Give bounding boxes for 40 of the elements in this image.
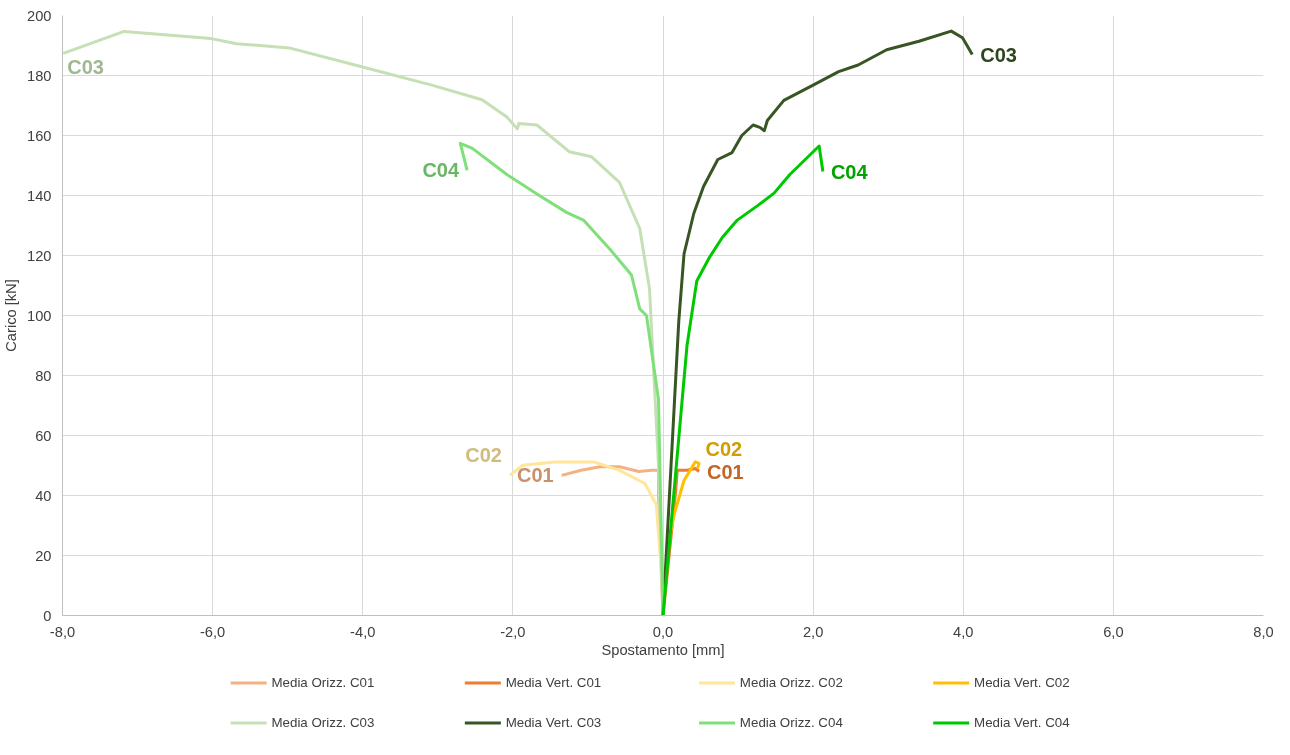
annotation: C02 (465, 444, 502, 467)
x-tick-label: 2,0 (802, 623, 824, 640)
legend-label: Media Vert. C03 (505, 715, 602, 731)
annotation: C04 (830, 160, 869, 183)
y-tick-label: 180 (27, 67, 52, 84)
x-tick-label: -4,0 (350, 623, 376, 640)
legend-label: Media Vert. C01 (505, 675, 602, 691)
y-tick-label: 120 (27, 247, 52, 264)
legend-label: Media Vert. C04 (974, 715, 1071, 731)
y-tick-label: 140 (27, 187, 52, 204)
annotation: C02 (705, 437, 743, 460)
x-tick-label: 6,0 (1103, 623, 1124, 640)
y-tick-label: 0 (43, 607, 52, 624)
legend-label: Media Orizz. C04 (739, 715, 844, 731)
x-tick-label: -8,0 (49, 623, 76, 640)
y-axis-title: Carico [kN] (3, 279, 20, 352)
y-tick-label: 200 (27, 7, 52, 24)
x-tick-label: -6,0 (200, 623, 226, 640)
annotation: C01 (516, 464, 554, 487)
annotation: C03 (67, 56, 104, 79)
x-axis-title: Spostamento [mm] (601, 641, 725, 658)
line-series (458, 141, 665, 616)
legend-label: Media Vert. C02 (974, 675, 1070, 691)
y-tick-label: 160 (27, 127, 52, 144)
annotation: C03 (980, 43, 1017, 66)
x-tick-label: 8,0 (1253, 623, 1274, 640)
x-tick-label: -2,0 (500, 623, 526, 640)
x-tick-label: 0,0 (652, 623, 674, 640)
annotation: C04 (422, 159, 460, 182)
y-tick-label: 80 (35, 367, 52, 384)
y-tick-label: 100 (27, 307, 52, 324)
legend-label: Media Orizz. C02 (739, 675, 843, 691)
line-series (661, 144, 825, 616)
x-tick-label: 4,0 (953, 623, 974, 640)
y-tick-label: 60 (35, 427, 52, 444)
legend-label: Media Orizz. C01 (271, 675, 375, 691)
annotation: C01 (707, 460, 744, 483)
y-tick-label: 40 (35, 487, 52, 504)
legend-label: Media Orizz. C03 (271, 715, 375, 731)
y-tick-label: 20 (35, 547, 52, 564)
